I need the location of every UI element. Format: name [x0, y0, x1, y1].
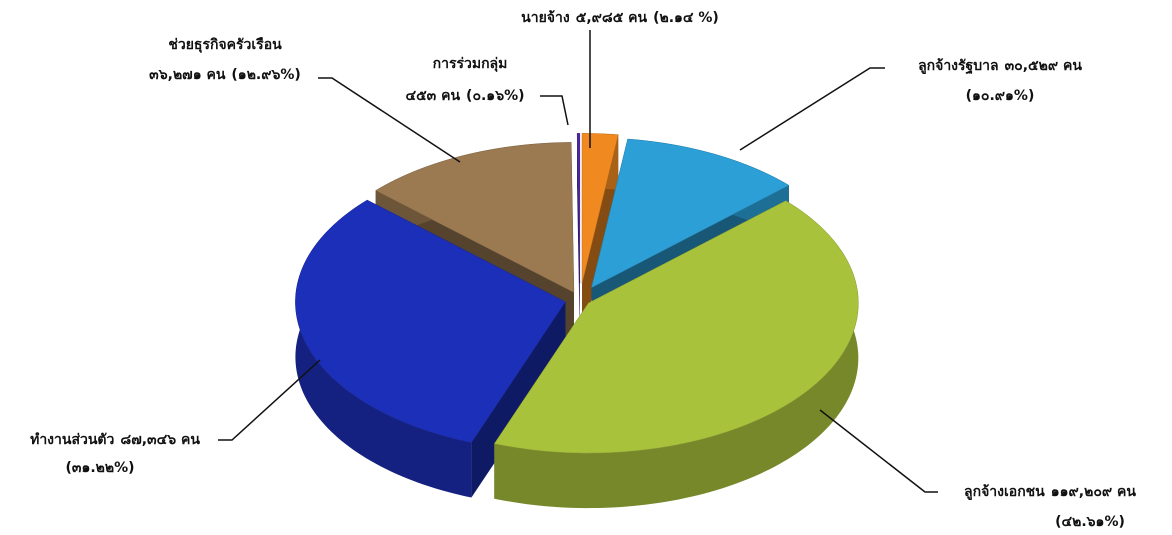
data-label: ช่วยธุรกิจครัวเรือน: [168, 37, 282, 53]
leader-line: [739, 67, 885, 151]
slice: [576, 133, 581, 284]
data-label-part: นายจ้าง: [521, 10, 570, 26]
data-label: ลูกจ้างรัฐบาล ๓๐,๕๒๙ คน: [918, 58, 1082, 75]
data-label-part: (๑๒.๙๖%): [231, 67, 300, 83]
slice: [295, 199, 566, 443]
data-label: ๔๕๓ คน (๐.๑๖%): [405, 88, 524, 104]
data-label-part: ช่วยธุรกิจครัวเรือน: [168, 37, 282, 53]
data-label-part: (๔๒.๖๑%): [1055, 514, 1125, 530]
data-label-part: ๔๕๓ คน: [405, 88, 460, 104]
slice: [493, 200, 859, 454]
slice: [375, 142, 575, 293]
data-label-part: ๕,๙๘๕ คน: [576, 10, 648, 26]
data-label: ทำงานส่วนตัว ๘๗,๓๔๖ คน: [30, 432, 200, 448]
data-label: ลูกจ้างเอกชน ๑๑๙,๒๐๙ คน: [964, 484, 1136, 500]
data-label-part: (๐.๑๖%): [466, 88, 524, 104]
slice: [591, 138, 790, 289]
data-label-part: ลูกจ้างรัฐบาล: [918, 58, 999, 75]
leader-line: [540, 95, 569, 126]
slice-wall: [494, 200, 859, 509]
leader-line: [819, 409, 938, 493]
data-label: นายจ้าง ๕,๙๘๕ คน (๒.๑๔ %): [521, 10, 719, 26]
data-label: (๔๒.๖๑%): [1055, 514, 1125, 530]
data-label-part: (๒.๑๔ %): [653, 10, 719, 26]
data-label-part: ๓๖,๒๗๑ คน: [149, 67, 226, 83]
data-label-part: ลูกจ้างเอกชน: [964, 484, 1045, 500]
data-label-part: การร่วมกลุ่ม: [433, 56, 508, 72]
leader-line: [218, 359, 321, 441]
data-label-part: (๓๑.๒๒%): [65, 460, 134, 476]
data-label-part: ๓๐,๕๒๙ คน: [1005, 58, 1083, 74]
leader-line: [318, 77, 461, 163]
data-label-part: ทำงานส่วนตัว: [30, 432, 114, 448]
data-label: ๓๖,๒๗๑ คน (๑๒.๙๖%): [149, 67, 301, 83]
data-label: การร่วมกลุ่ม: [433, 56, 508, 72]
data-label-part: (๑๐.๙๑%): [966, 88, 1035, 104]
data-label-part: ๑๑๙,๒๐๙ คน: [1051, 484, 1137, 500]
data-label: (๓๑.๒๒%): [65, 460, 134, 476]
data-label-part: ๘๗,๓๔๖ คน: [120, 432, 200, 448]
data-label: (๑๐.๙๑%): [966, 88, 1035, 104]
slice: [581, 133, 619, 284]
